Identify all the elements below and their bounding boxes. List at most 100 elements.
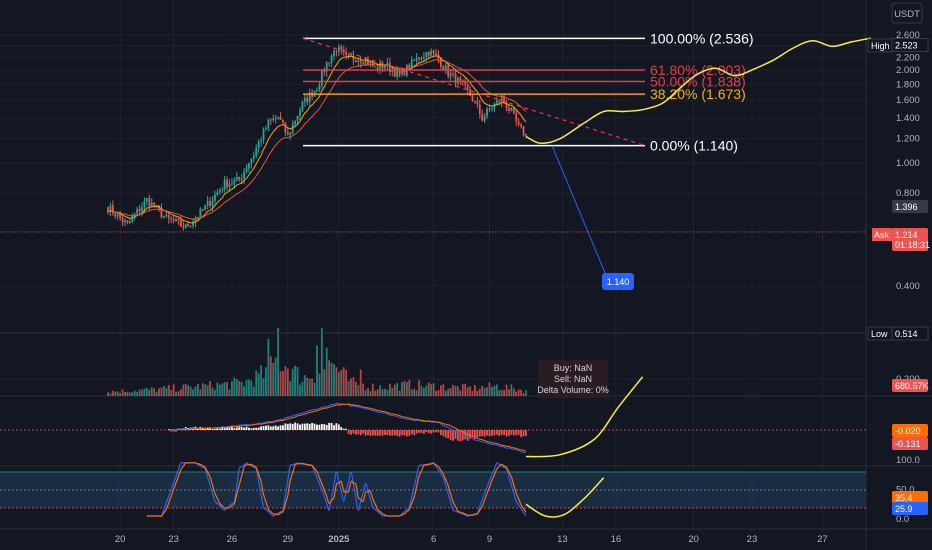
candle-body [226,179,228,188]
macd-histogram-bar [474,430,476,439]
time-tick-label: 26 [227,534,238,545]
candle-body [289,132,292,135]
candle-body [124,220,126,223]
time-tick-label: 9 [487,534,492,545]
volume-bar [440,385,442,396]
macd-histogram-bar [393,430,396,436]
candle-body [471,95,474,101]
volume-bar [525,390,527,396]
candle-body [145,198,148,201]
macd-histogram-bar [469,430,471,439]
candle-body [408,64,411,70]
candle-body [209,200,211,206]
candle-body [447,65,450,77]
macd-histogram-bar [308,423,311,430]
candle-body [337,46,340,52]
volume-bar [231,381,233,396]
macd-histogram-bar [525,430,527,437]
candle-body [114,213,117,217]
volume-bar [393,384,396,396]
candle-body [362,62,365,65]
candle-body [131,216,134,222]
volume-bar [401,382,403,396]
volume-bar [260,365,262,396]
candle-body [481,113,484,121]
volume-bar [223,382,226,396]
candle-body [415,57,418,61]
macd-histogram-bar [245,426,248,430]
volume-bar [301,381,304,396]
candle-body [194,218,197,222]
fibonacci-retracement[interactable]: 100.00% (2.536) 61.80% (2.003)50.00% (1.8… [302,30,754,290]
volume-bar [357,385,360,396]
macd-histogram-bar [369,430,372,436]
macd-histogram-bar [384,430,386,435]
volume-bar [374,390,377,396]
macd-histogram-bar [235,427,238,430]
volume-bar [180,389,182,396]
candle-body [243,171,245,179]
stochastic-lines [146,461,527,518]
volume-bar [158,388,160,396]
low-tag-label: Low [871,329,888,339]
macd-histogram-bar [386,430,389,436]
volume-bar [337,372,340,396]
volume-bar [209,381,211,396]
candle-body [308,92,311,103]
volume-bar [486,387,488,396]
volume-bar [505,384,508,396]
fib-trend-line [302,37,646,147]
macd-histogram-bar [250,428,253,430]
macd-histogram-bar [427,430,430,433]
candle-body [340,46,343,50]
volume-bar [517,389,520,396]
candle-body [333,50,335,56]
volume-bar [177,391,180,396]
target-value: 1.140 [607,277,630,287]
volume-bar [187,385,190,396]
price-tick-label: 1.000 [896,158,920,169]
candle-body [498,100,501,103]
volume-bar [182,384,185,396]
volume-bar [199,389,202,396]
macd-histogram-bar [282,425,284,430]
volume-bar [481,385,484,396]
candle-body [170,218,173,220]
volume-bar [267,338,270,396]
candle-body [376,67,379,71]
candle-body [493,103,496,109]
currency-box[interactable] [891,2,923,24]
stochastic-panel [0,471,866,509]
macd-histogram-bar [447,430,450,439]
stoch-tick-label: 100.0 [896,455,920,466]
volume-bar [201,383,204,396]
macd-b-value: -0.131 [895,439,921,449]
volume-bar [325,347,328,396]
volume-bar [444,390,447,396]
price-tick-label: 0.400 [896,281,920,292]
volume-bar [299,384,301,396]
price-tick-label: 1.400 [896,113,920,124]
macd-histogram-bar [231,426,233,430]
volume-bar [269,356,272,396]
candle-body [141,207,143,212]
macd-histogram-bar [476,430,479,438]
stoch-d-value: 35.4 [895,493,913,503]
macd-histogram-bar [408,430,411,436]
macd-histogram-bar [505,430,508,437]
volume-bar [335,367,338,396]
volume-bar [124,391,126,396]
volume-bar [449,387,452,396]
macd-histogram-bar [486,430,488,436]
volume-bar [303,375,306,396]
macd-histogram-bar [454,430,457,439]
macd-histogram-bar [279,425,282,430]
time-tick-label: 23 [747,534,758,545]
candle-body [296,115,299,121]
volume-bar [289,380,292,396]
candle-body [221,189,224,191]
candle-body [172,219,175,222]
volume-bar [333,364,335,396]
